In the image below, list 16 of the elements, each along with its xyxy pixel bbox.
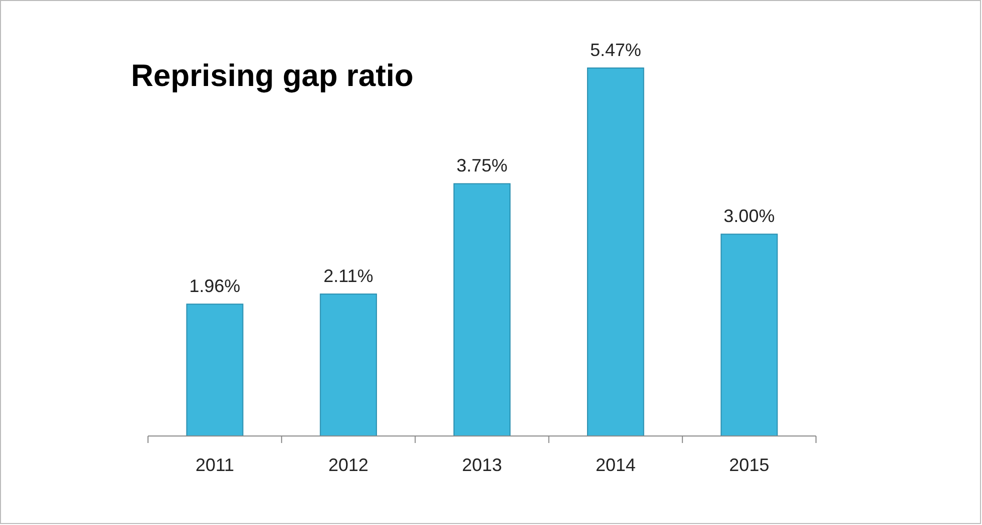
bar — [186, 304, 244, 436]
data-label: 3.75% — [456, 156, 508, 176]
x-tick-label: 2013 — [462, 455, 502, 475]
bar — [587, 68, 644, 436]
x-tick-label: 2014 — [596, 455, 636, 475]
bar — [720, 234, 778, 436]
data-label: 2.11% — [324, 266, 374, 286]
data-label: 1.96% — [189, 276, 240, 296]
bar — [320, 294, 377, 436]
chart-title: Reprising gap ratio — [131, 58, 414, 93]
bar — [453, 183, 511, 436]
data-label: 3.00% — [724, 206, 775, 226]
data-label: 5.47% — [590, 40, 642, 60]
x-tick-label: 2012 — [328, 455, 368, 475]
x-tick-label: 2015 — [729, 455, 770, 475]
x-tick-label: 2011 — [195, 455, 234, 475]
